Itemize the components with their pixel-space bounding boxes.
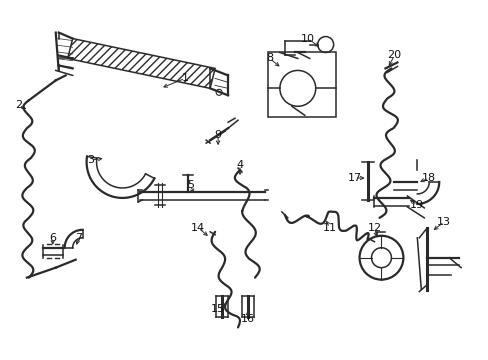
Text: 16: 16 — [241, 314, 254, 324]
Text: 14: 14 — [191, 223, 205, 233]
Text: 2: 2 — [15, 100, 22, 110]
Bar — [267, 53, 335, 117]
Text: 20: 20 — [386, 50, 401, 60]
Text: 10: 10 — [300, 33, 314, 44]
Text: 15: 15 — [211, 305, 224, 315]
Text: 6: 6 — [49, 233, 56, 243]
Text: 12: 12 — [366, 223, 381, 233]
Text: 11: 11 — [322, 223, 336, 233]
Text: 13: 13 — [436, 217, 450, 227]
Text: 9: 9 — [214, 130, 221, 140]
Text: 8: 8 — [266, 54, 273, 63]
Text: 3: 3 — [87, 155, 94, 165]
Text: 17: 17 — [347, 173, 361, 183]
Text: 5: 5 — [186, 180, 193, 190]
Text: 4: 4 — [236, 160, 243, 170]
Text: 7: 7 — [75, 233, 82, 243]
Text: 18: 18 — [421, 173, 435, 183]
Text: 1: 1 — [182, 73, 188, 84]
Text: 19: 19 — [409, 200, 424, 210]
